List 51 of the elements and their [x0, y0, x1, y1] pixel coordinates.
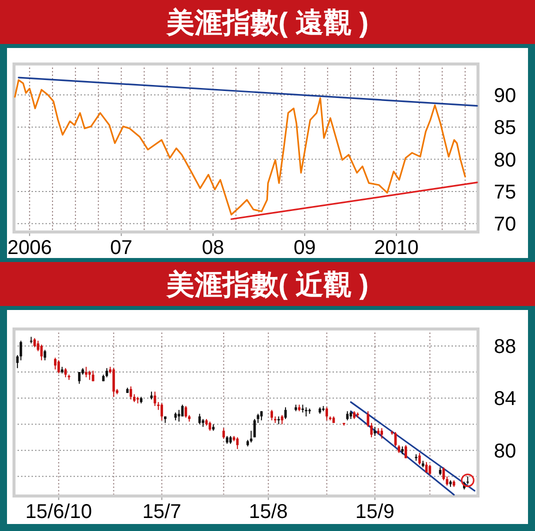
y-tick-label: 85 — [494, 117, 516, 140]
x-tick-label: 15/7 — [142, 501, 182, 523]
y-tick-label: 90 — [494, 84, 516, 107]
x-tick-label: 07 — [110, 237, 132, 259]
candlestick — [106, 368, 108, 378]
candlestick — [57, 360, 60, 374]
x-tick-label: 09 — [294, 237, 316, 259]
candlestick — [222, 428, 225, 440]
candlestick — [374, 426, 376, 436]
candlestick — [54, 357, 56, 370]
candlestick — [154, 391, 156, 406]
candlestick — [160, 402, 164, 421]
candlestick — [404, 444, 408, 459]
candlestick — [428, 464, 432, 476]
candlestick — [380, 428, 383, 440]
candlestick — [130, 386, 132, 400]
candlestick — [250, 430, 252, 444]
candlestick — [88, 370, 91, 380]
candlestick — [78, 372, 81, 384]
candlestick — [84, 366, 88, 378]
candlestick — [44, 349, 46, 361]
y-tick-label: 88 — [494, 336, 516, 358]
chart-title: 美滙指數( 遠觀 ) — [165, 7, 369, 38]
x-tick-label: 08 — [202, 237, 224, 259]
x-tick-label: 15/9 — [355, 501, 394, 523]
y-tick-label: 80 — [494, 149, 516, 172]
candlestick — [178, 409, 180, 422]
y-tick-label: 84 — [494, 388, 516, 410]
candlestick — [346, 410, 349, 421]
candlestick — [270, 409, 274, 421]
candlestick — [208, 421, 212, 432]
candlestick — [184, 405, 188, 418]
candlestick — [33, 338, 36, 348]
x-tick-label: 2010 — [374, 237, 419, 259]
candlestick — [284, 406, 287, 420]
y-tick-label: 80 — [494, 440, 516, 462]
y-tick-label: 70 — [494, 214, 516, 236]
candlestick — [326, 406, 328, 421]
candlestick — [418, 452, 421, 466]
chart-title: 美滙指數( 近觀 ) — [165, 269, 369, 300]
candlestick — [112, 368, 115, 398]
x-tick-label: 15/6/10 — [25, 501, 92, 523]
candlestick — [236, 436, 239, 450]
y-tick-label: 75 — [494, 181, 516, 204]
x-tick-label: 2006 — [7, 237, 52, 259]
candlestick — [64, 368, 67, 378]
candlestick — [280, 414, 284, 425]
line-series — [14, 79, 466, 216]
x-tick-label: 15/8 — [248, 501, 288, 523]
candlestick — [260, 410, 263, 421]
candlestick — [198, 413, 201, 425]
